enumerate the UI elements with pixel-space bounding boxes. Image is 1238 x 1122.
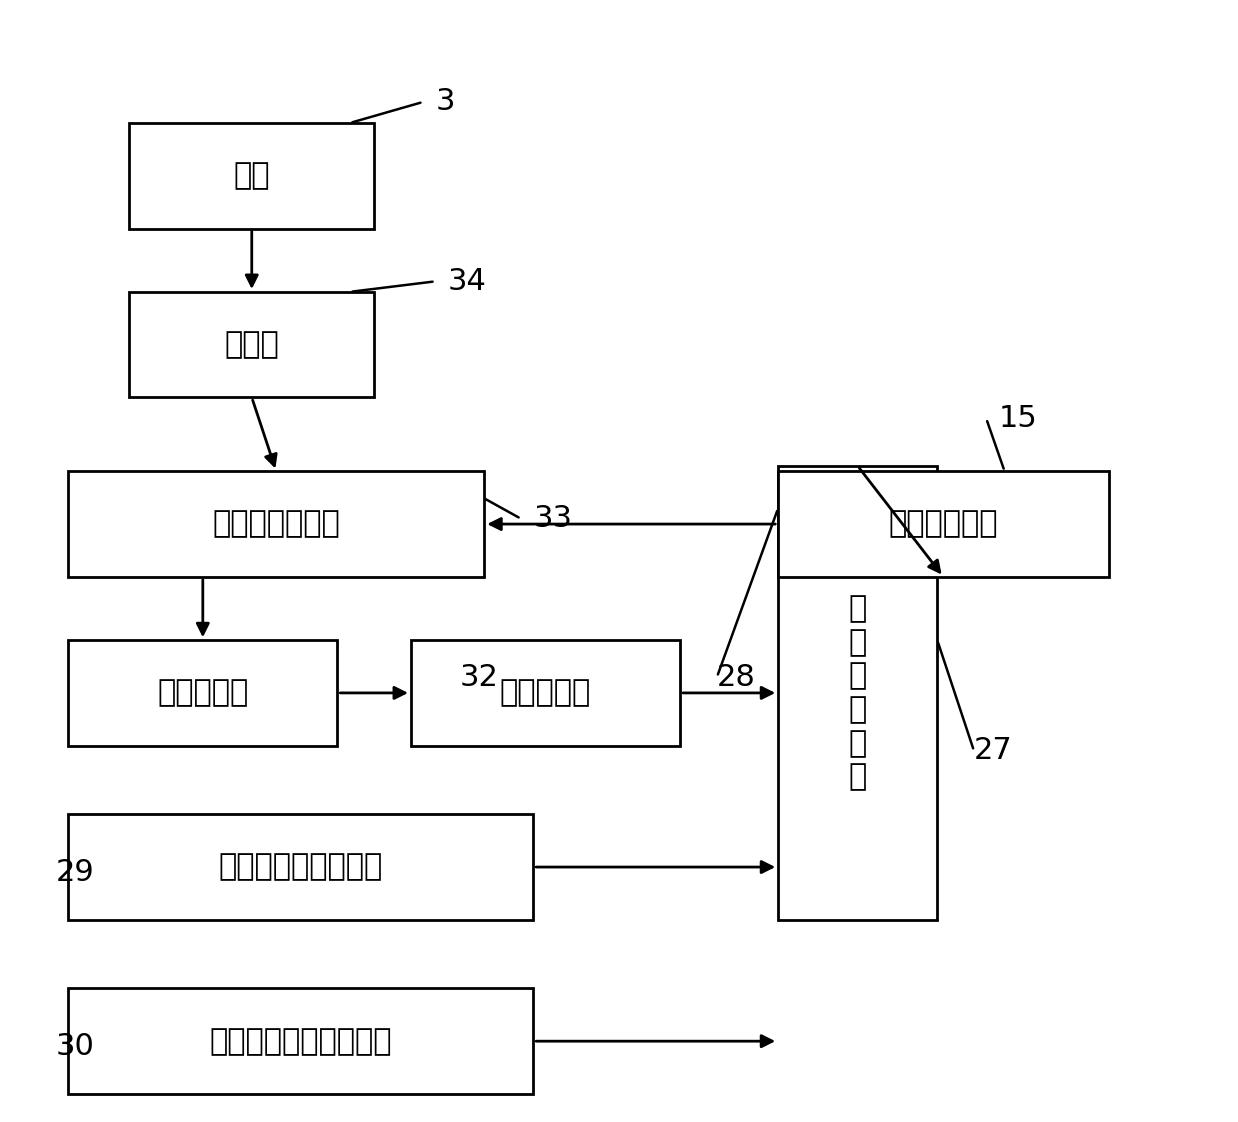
Bar	[129, 292, 374, 397]
Text: 28: 28	[717, 663, 756, 691]
Text: 30: 30	[56, 1032, 95, 1061]
Text: 34: 34	[448, 267, 487, 296]
Text: 32: 32	[459, 663, 499, 691]
Text: 整流器: 整流器	[224, 330, 279, 359]
Text: 3: 3	[436, 88, 454, 117]
Text: 蓄电池充电电路: 蓄电池充电电路	[213, 509, 340, 539]
Text: 29: 29	[56, 858, 94, 886]
Bar	[68, 471, 484, 577]
Text: 27: 27	[974, 736, 1013, 765]
Text: 线圈: 线圈	[234, 162, 270, 191]
Text: 15: 15	[999, 404, 1037, 433]
Text: 非簧载质量位移传感器: 非簧载质量位移传感器	[209, 1027, 392, 1056]
Bar	[68, 988, 534, 1094]
Bar	[129, 123, 374, 229]
Bar	[68, 815, 534, 920]
Text: 33: 33	[534, 504, 572, 533]
Bar	[779, 466, 937, 920]
Text: 电压传感器: 电压传感器	[500, 679, 592, 707]
Bar	[411, 641, 680, 746]
Text: 簧载质量位移传感器: 簧载质量位移传感器	[219, 853, 383, 882]
Text: 无刷直流电机: 无刷直流电机	[889, 509, 998, 539]
Text: 车载蓄电池: 车载蓄电池	[157, 679, 249, 707]
Bar	[68, 641, 338, 746]
Bar	[779, 471, 1109, 577]
Text: 作
动
器
控
制
器: 作 动 器 控 制 器	[848, 595, 867, 791]
